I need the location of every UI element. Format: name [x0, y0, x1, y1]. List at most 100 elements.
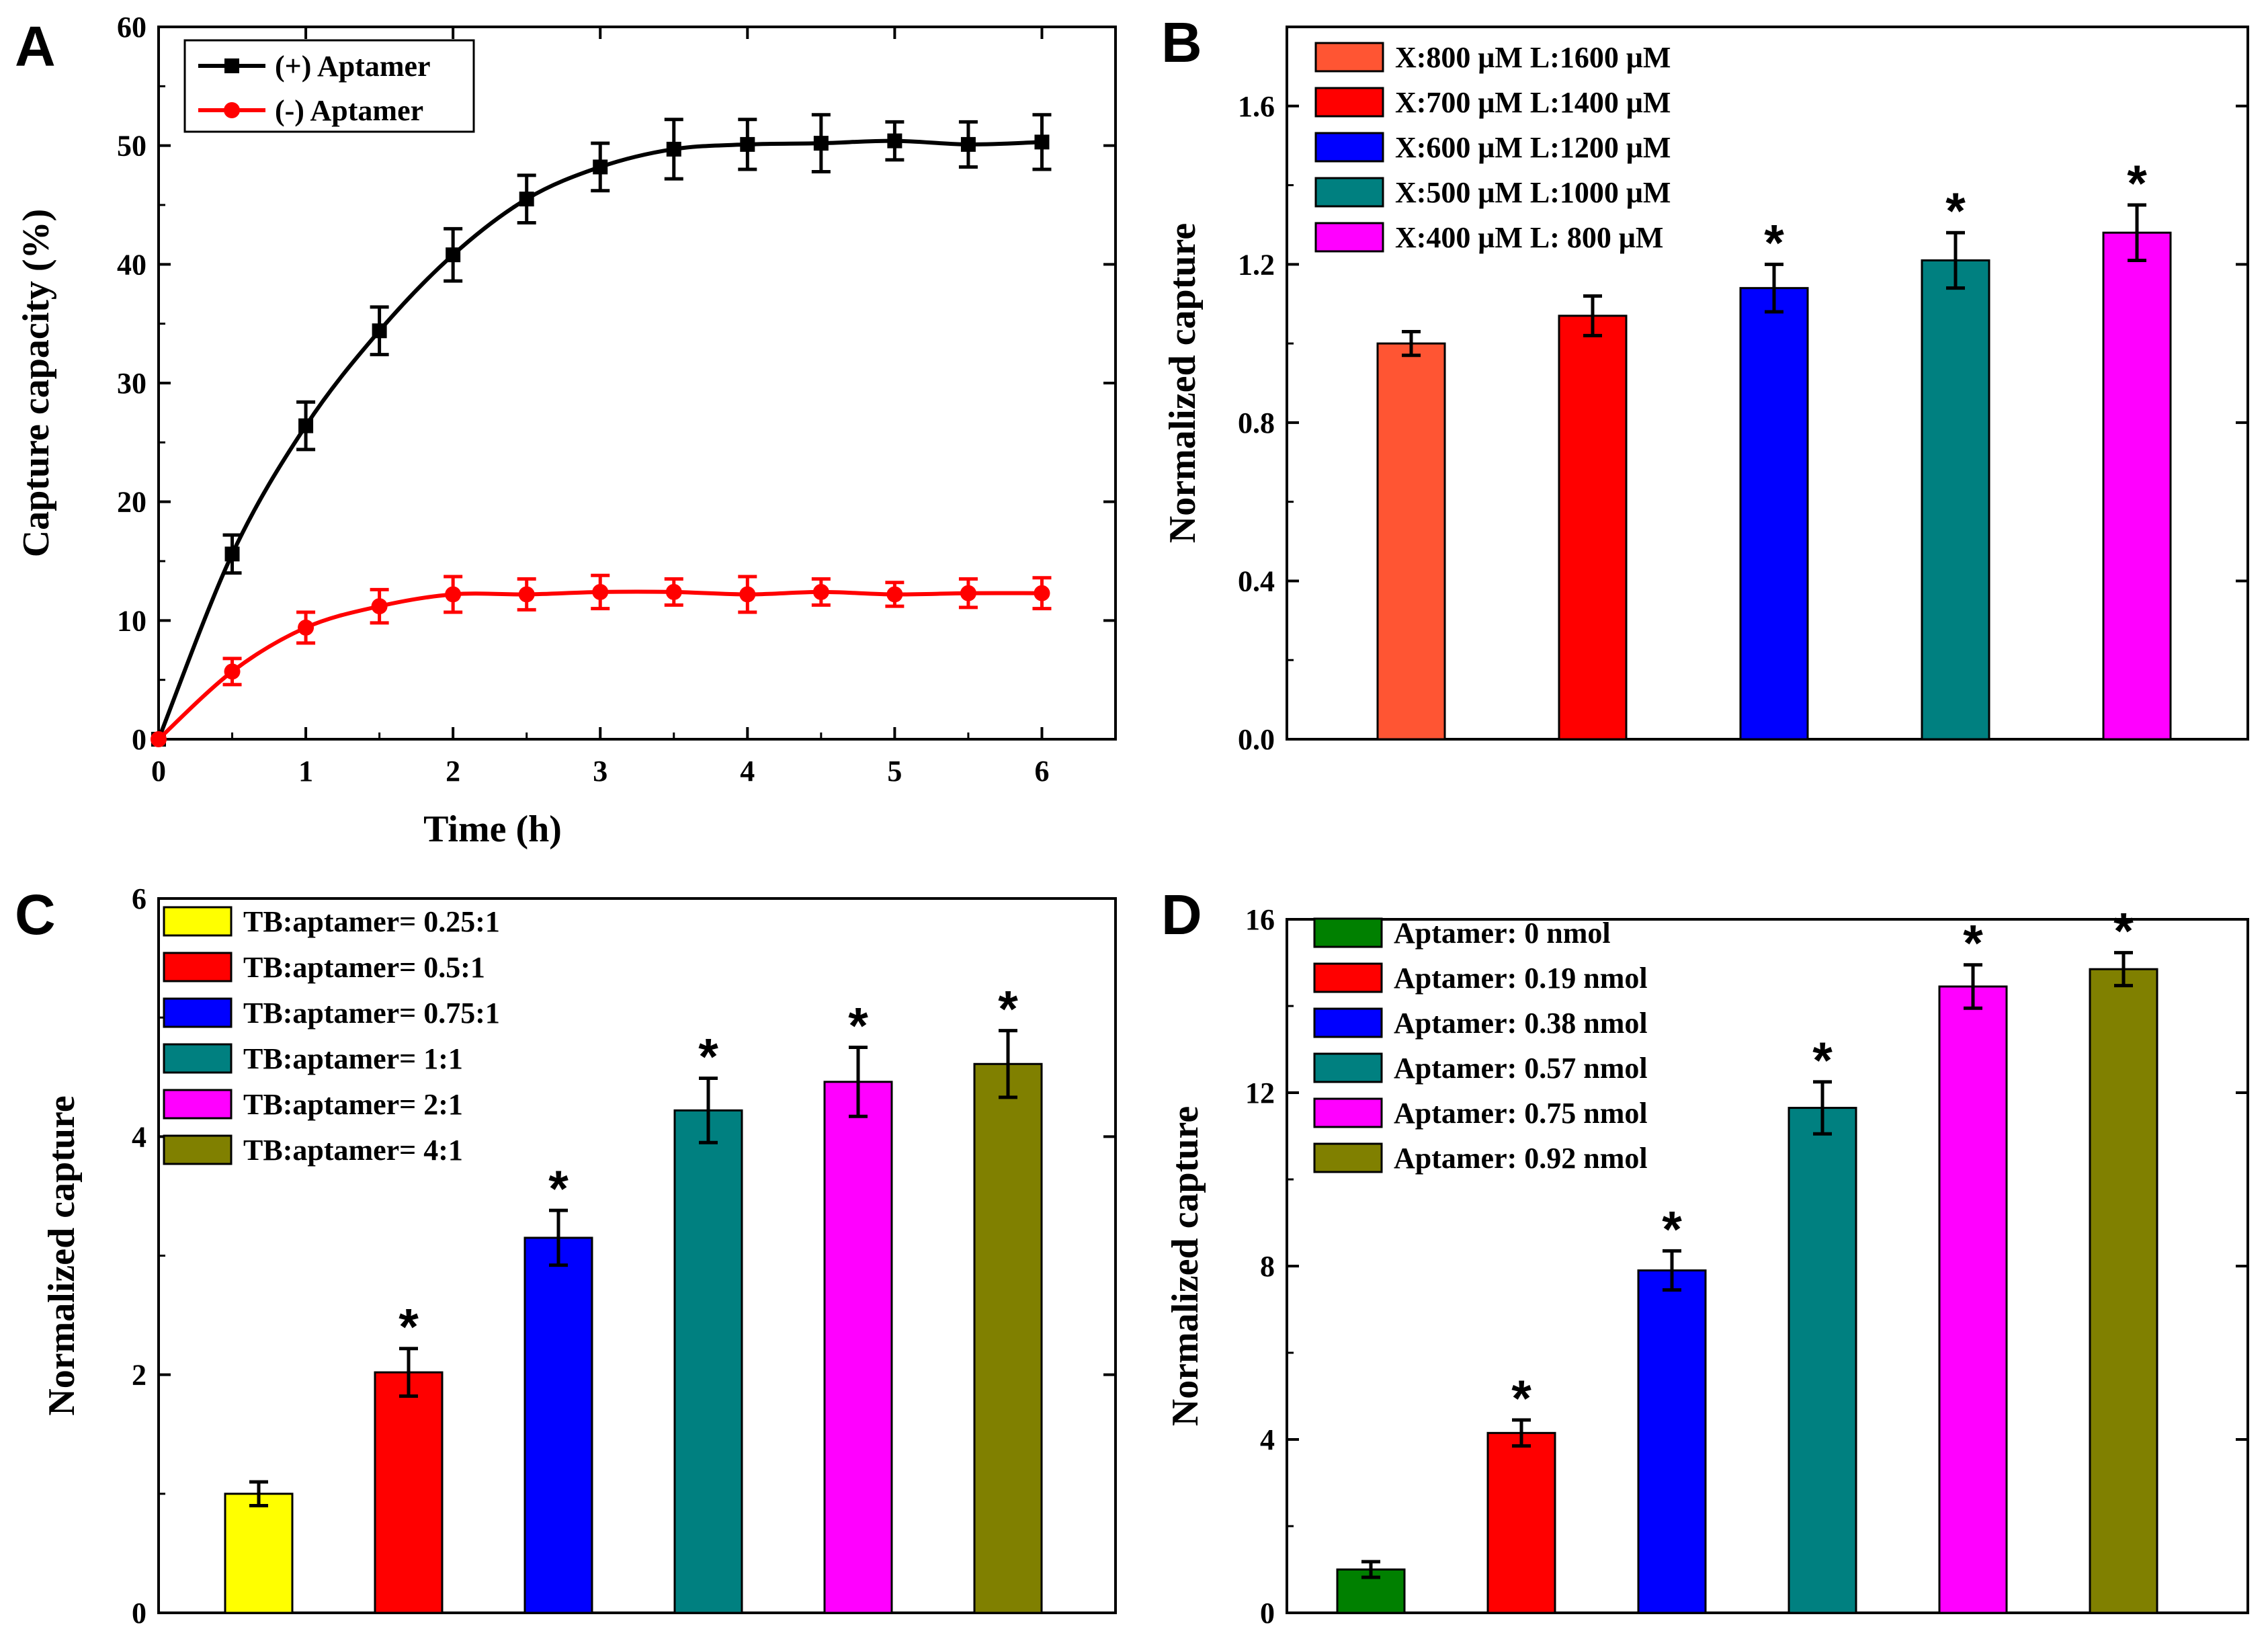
data-point [371, 598, 388, 615]
x-axis-title: Time (h) [423, 808, 562, 850]
significance-star: * [1963, 915, 1983, 972]
bar [673, 1109, 743, 1614]
data-point [740, 136, 755, 152]
legend-label: Aptamer: 0.19 nmol [1394, 962, 1648, 995]
legend-swatch [1313, 1142, 1383, 1173]
y-tick-label: 1.6 [1238, 90, 1275, 123]
significance-star: * [1812, 1032, 1833, 1089]
legend-marker [224, 102, 240, 118]
data-point [445, 586, 462, 603]
y-tick-label: 50 [117, 130, 146, 163]
panel-letter-b: B [1161, 11, 1202, 74]
bar [1739, 287, 1809, 741]
data-point [518, 586, 535, 603]
data-point [1034, 134, 1050, 150]
data-point [224, 663, 241, 680]
significance-star: * [2113, 903, 2134, 960]
legend-swatch [1313, 1052, 1383, 1083]
legend-label: (-) Aptamer [275, 94, 423, 127]
data-point [960, 136, 976, 152]
data-point [446, 247, 461, 263]
bar [1558, 315, 1628, 741]
bar [523, 1237, 593, 1614]
data-point [812, 583, 829, 600]
legend-marker [224, 58, 239, 73]
panel-b: B 0.0 0.4 0.8 1.2 1.6 Normalized capture * * * X:… [1161, 11, 2249, 756]
legend-label: (+) Aptamer [275, 50, 431, 83]
significance-star: * [1945, 183, 1966, 240]
y-tick-label: 30 [117, 367, 146, 400]
y-tick-label: 0 [132, 723, 146, 756]
legend-swatch [1314, 42, 1384, 73]
legend-swatch [163, 997, 233, 1028]
panel-a: A 0 10 20 30 40 50 60 Capture capacity (%) 0 1 2 3 4… [15, 11, 1117, 850]
y-tick-label: 4 [1260, 1423, 1275, 1456]
y-tick-label: 20 [117, 486, 146, 519]
y-tick-label: 12 [1245, 1077, 1275, 1109]
legend-label: Aptamer: 0.75 nmol [1394, 1097, 1648, 1130]
data-point [298, 619, 314, 636]
legend-label: Aptamer: 0.92 nmol [1394, 1142, 1648, 1175]
data-point [298, 418, 314, 433]
y-tick-label: 10 [117, 604, 146, 637]
legend-label: Aptamer: 0 nmol [1394, 917, 1611, 950]
data-point [372, 323, 387, 339]
y-tick-label: 6 [132, 882, 146, 915]
bar [1921, 259, 1990, 741]
data-point [519, 192, 534, 207]
data-point [224, 546, 240, 562]
panel-letter-d: D [1161, 883, 1202, 946]
bar [2102, 231, 2172, 741]
significance-star: * [698, 1029, 718, 1086]
data-point [665, 583, 682, 600]
data-point [593, 159, 608, 175]
y-axis-title: Normalized capture [1162, 223, 1204, 543]
legend-label: X:400 μM L: 800 μM [1395, 221, 1663, 254]
legend-swatch [1313, 962, 1383, 993]
bar [224, 1493, 294, 1614]
legend-label: TB:aptamer= 4:1 [243, 1134, 463, 1167]
legend-swatch [1313, 1007, 1383, 1038]
data-point [960, 585, 976, 601]
data-point [887, 133, 902, 149]
bar [2089, 968, 2158, 1614]
data-point [592, 583, 609, 600]
data-point [666, 141, 681, 157]
legend-label: TB:aptamer= 0.25:1 [243, 905, 500, 938]
data-point [886, 586, 903, 603]
legend-label: TB:aptamer= 2:1 [243, 1088, 463, 1121]
y-tick-label: 60 [117, 11, 146, 44]
y-tick-label: 8 [1260, 1250, 1275, 1283]
significance-star: * [398, 1299, 419, 1356]
legend-swatch [1314, 87, 1384, 118]
y-tick-label: 0.8 [1238, 407, 1275, 439]
data-point [813, 136, 829, 151]
bar [1486, 1431, 1556, 1614]
panel-letter-c: C [15, 883, 56, 946]
bar [973, 1062, 1043, 1614]
legend-swatch [163, 906, 233, 937]
x-tick-label: 3 [593, 755, 607, 788]
bar [823, 1081, 893, 1614]
y-tick-label: 1.2 [1238, 248, 1275, 281]
y-tick-label: 40 [117, 248, 146, 281]
x-tick-label: 6 [1034, 755, 1049, 788]
y-tick-label: 2 [132, 1359, 146, 1392]
legend-swatch [1313, 1097, 1383, 1128]
series-line-minus [157, 589, 1042, 741]
y-tick-label: 0 [1260, 1597, 1275, 1630]
legend-swatch [1314, 132, 1384, 163]
panel-d: D 0 4 8 12 16 Normalized capture * * * * * Aptamer:… [1161, 883, 2249, 1630]
significance-star: * [998, 981, 1018, 1038]
significance-star: * [1662, 1201, 1682, 1258]
legend-swatch [1314, 177, 1384, 208]
legend-swatch [163, 1043, 233, 1074]
x-tick-label: 5 [887, 755, 902, 788]
data-point [151, 731, 167, 747]
significance-star: * [1764, 214, 1784, 271]
significance-star: * [1511, 1370, 1531, 1427]
significance-star: * [848, 997, 868, 1054]
y-tick-label: 0.4 [1238, 564, 1275, 597]
y-axis-title: Normalized capture [1165, 1106, 1206, 1426]
